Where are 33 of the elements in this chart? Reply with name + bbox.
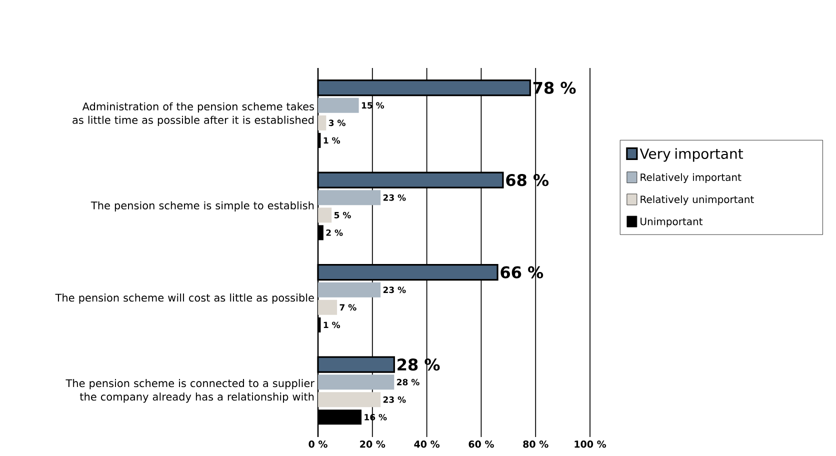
bar: [318, 374, 394, 390]
data-label: 28 %: [397, 378, 420, 386]
bar: [318, 282, 381, 298]
y-tick-label: Administration of the pension scheme takes as little time as possible after it is established: [72, 102, 314, 126]
x-tick-label: 60 %: [468, 440, 494, 448]
x-tick-label: 100 %: [574, 440, 606, 448]
data-label: 15 %: [362, 102, 384, 109]
x-tick-label: 40 %: [414, 440, 440, 448]
bar: [318, 98, 359, 113]
data-label: 1 %: [324, 322, 340, 328]
y-tick-label: The pension scheme will cost as little as possible: [55, 294, 314, 304]
data-label: 7 %: [340, 304, 356, 311]
data-label: 1 %: [324, 137, 340, 144]
x-tick-label: 20 %: [360, 440, 386, 448]
bar: [318, 190, 381, 206]
legend-label: Very important: [640, 148, 744, 162]
data-label: 23 %: [383, 194, 406, 201]
bar: [318, 392, 381, 408]
bar: [318, 300, 338, 315]
legend-label: Unimportant: [640, 217, 703, 228]
y-tick-label: The pension scheme is connected to a supplier the company already has a relationship with: [66, 379, 314, 403]
x-tick-label: 0 %: [308, 440, 328, 448]
data-label: 2 %: [326, 229, 343, 236]
legend-label: Relatively important: [640, 173, 742, 183]
x-tick-label: 80 %: [523, 440, 548, 448]
bar: [318, 115, 326, 130]
legend-label: Relatively unimportant: [640, 195, 754, 206]
data-label: 3 %: [328, 120, 346, 126]
data-label: 23 %: [383, 286, 406, 294]
y-tick-label: The pension scheme is simple to establish: [90, 201, 314, 212]
bar: [318, 208, 332, 223]
data-label: 5 %: [334, 212, 351, 218]
data-label: 23 %: [383, 396, 406, 403]
